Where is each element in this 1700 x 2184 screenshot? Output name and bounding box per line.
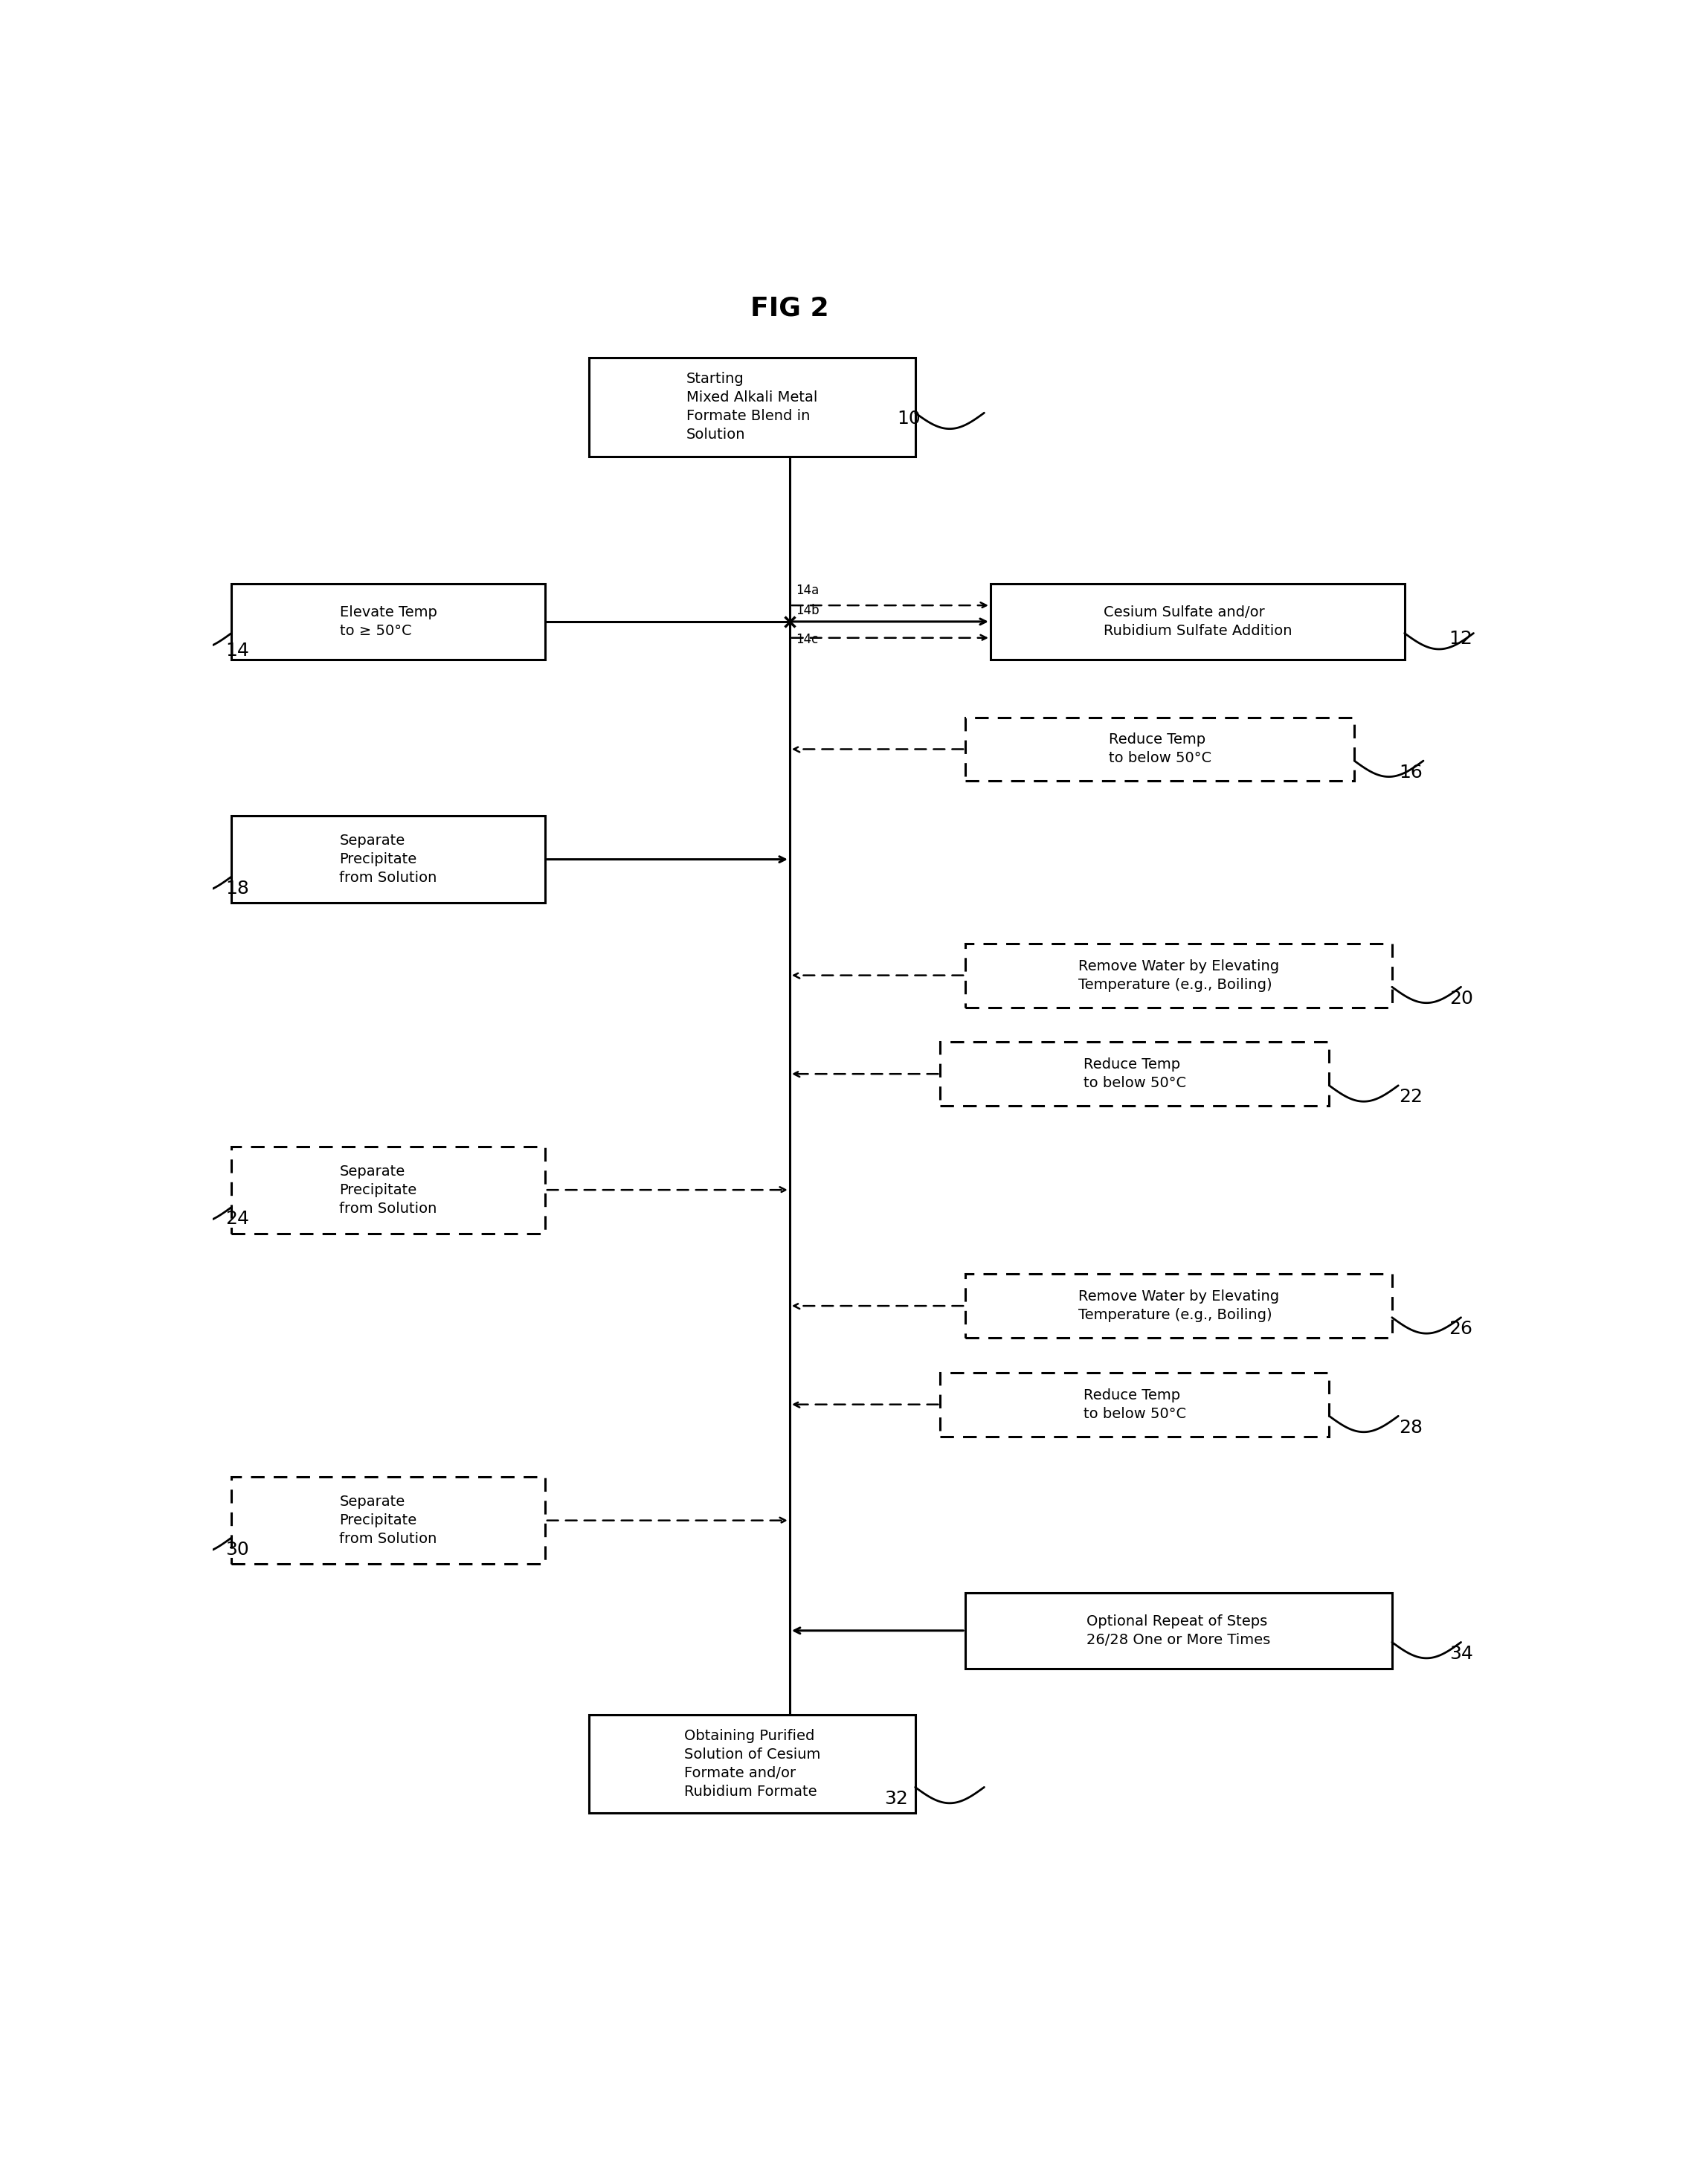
Bar	[966, 1592, 1392, 1669]
Text: 32: 32	[884, 1791, 908, 1808]
Text: 24: 24	[226, 1210, 250, 1227]
Text: 22: 22	[1399, 1088, 1423, 1105]
Text: 14c: 14c	[796, 633, 818, 646]
Text: 12: 12	[1448, 631, 1472, 649]
Text: 14: 14	[226, 642, 250, 660]
Text: Separate
Precipitate
from Solution: Separate Precipitate from Solution	[340, 1494, 437, 1546]
Text: 26: 26	[1448, 1319, 1472, 1339]
Text: 16: 16	[1399, 764, 1423, 782]
Text: Elevate Temp
to ≥ 50°C: Elevate Temp to ≥ 50°C	[340, 605, 437, 638]
Text: 18: 18	[226, 880, 250, 898]
Bar	[231, 583, 546, 660]
Text: Separate
Precipitate
from Solution: Separate Precipitate from Solution	[340, 1164, 437, 1216]
Text: Remove Water by Elevating
Temperature (e.g., Boiling): Remove Water by Elevating Temperature (e…	[1078, 959, 1278, 992]
Text: Separate
Precipitate
from Solution: Separate Precipitate from Solution	[340, 834, 437, 885]
Bar	[966, 1273, 1392, 1339]
Text: 34: 34	[1448, 1645, 1472, 1662]
Text: 30: 30	[226, 1540, 250, 1559]
Text: Starting
Mixed Alkali Metal
Formate Blend in
Solution: Starting Mixed Alkali Metal Formate Blen…	[687, 371, 818, 441]
Bar	[231, 817, 546, 902]
Text: 28: 28	[1399, 1420, 1423, 1437]
Text: Reduce Temp
to below 50°C: Reduce Temp to below 50°C	[1083, 1057, 1187, 1090]
Text: Optional Repeat of Steps
26/28 One or More Times: Optional Repeat of Steps 26/28 One or Mo…	[1086, 1614, 1270, 1647]
Bar	[231, 1147, 546, 1234]
Bar	[966, 943, 1392, 1007]
Text: Reduce Temp
to below 50°C: Reduce Temp to below 50°C	[1083, 1389, 1187, 1422]
Text: 14b: 14b	[796, 603, 819, 616]
Bar	[231, 1476, 546, 1564]
Text: Cesium Sulfate and/or
Rubidium Sulfate Addition: Cesium Sulfate and/or Rubidium Sulfate A…	[1103, 605, 1292, 638]
Text: 20: 20	[1448, 989, 1472, 1007]
Text: FIG 2: FIG 2	[750, 295, 830, 321]
Bar	[991, 583, 1404, 660]
Text: 10: 10	[898, 411, 921, 428]
Bar	[588, 1714, 915, 1813]
Text: Obtaining Purified
Solution of Cesium
Formate and/or
Rubidium Formate: Obtaining Purified Solution of Cesium Fo…	[683, 1730, 819, 1800]
Bar	[940, 1372, 1329, 1437]
Text: Reduce Temp
to below 50°C: Reduce Temp to below 50°C	[1108, 734, 1210, 767]
Bar	[940, 1042, 1329, 1105]
Bar	[966, 716, 1355, 782]
Text: Remove Water by Elevating
Temperature (e.g., Boiling): Remove Water by Elevating Temperature (e…	[1078, 1289, 1278, 1321]
Text: 14a: 14a	[796, 583, 819, 596]
Bar	[588, 358, 915, 456]
